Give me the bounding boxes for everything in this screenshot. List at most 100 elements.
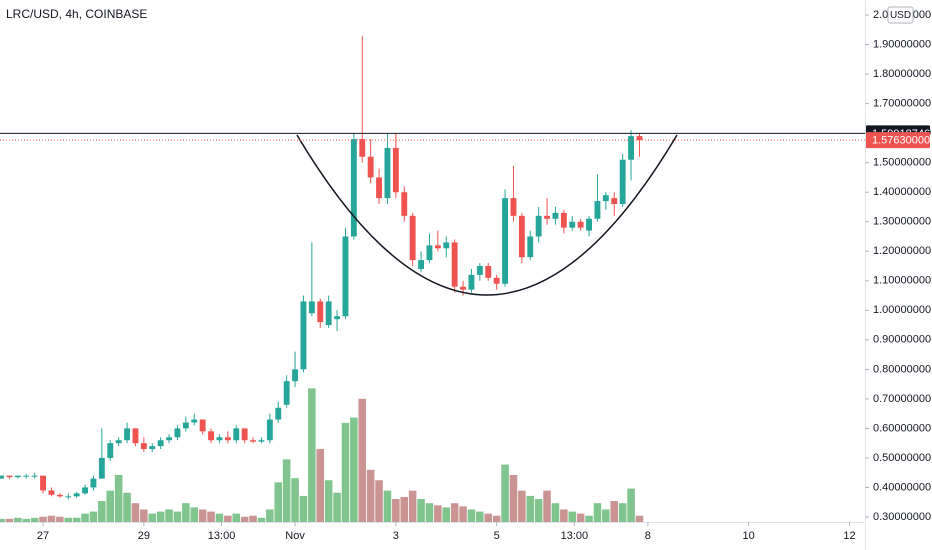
volume-bar	[173, 511, 182, 522]
x-tick-label: 10	[743, 530, 755, 542]
volume-bar	[576, 513, 585, 522]
candle-body	[6, 475, 13, 478]
candle-body	[132, 428, 139, 444]
volume-bar	[0, 518, 5, 522]
candle-body	[65, 496, 72, 498]
candle-body	[518, 215, 525, 258]
axis-layer: 0.30000000 0.40000000 0.50000000 0.60000000…	[37, 9, 931, 542]
candle-body	[0, 475, 4, 479]
candle-body	[124, 428, 130, 441]
y-tick-label: 1.40000000	[873, 186, 931, 198]
candle-body	[628, 136, 634, 160]
volume-bar	[509, 475, 518, 522]
volume-bar	[39, 516, 47, 522]
y-tick-label: 0.90000000	[873, 334, 931, 346]
candle-body	[619, 159, 626, 205]
volume-bar	[450, 503, 459, 522]
candle-body	[216, 437, 223, 441]
candle-body	[56, 494, 63, 497]
y-tick-label: 1.70000000	[873, 98, 931, 110]
y-tick-label: 1.10000000	[873, 275, 931, 287]
volume-bar	[14, 517, 22, 522]
candle-body	[233, 428, 240, 441]
volume-bar	[568, 511, 577, 522]
volume-bar	[106, 490, 115, 522]
y-tick-label: 1.20000000	[873, 245, 931, 257]
volume-bar	[543, 490, 551, 522]
candle-body	[535, 215, 542, 237]
volume-bar	[47, 515, 56, 522]
volume-bar	[375, 480, 383, 522]
volume-bar	[156, 511, 165, 522]
volume-bar	[30, 517, 39, 522]
candle-body	[73, 493, 80, 497]
candle-body	[308, 301, 315, 314]
volume-bar	[618, 503, 627, 522]
volume-bar	[22, 518, 31, 522]
x-tick-label: 3	[393, 530, 399, 542]
y-tick-label: 0.30000000	[873, 511, 931, 523]
y-tick-label: 0.40000000	[873, 481, 931, 493]
volume-bar	[442, 507, 451, 522]
candle-body	[409, 215, 416, 261]
volume-bar	[56, 516, 64, 522]
candle-body	[384, 147, 391, 199]
volume-bar	[316, 448, 325, 522]
y-tick-label: 0.60000000	[873, 422, 931, 434]
candle-body	[367, 156, 374, 178]
volume-bar	[282, 459, 291, 522]
candle-body	[266, 419, 273, 441]
volume-bar	[190, 507, 199, 522]
candle-body	[594, 201, 601, 219]
price-label-box	[866, 132, 930, 149]
currency-box	[887, 6, 914, 24]
volume-bar	[274, 482, 283, 522]
volume-bar	[64, 517, 73, 522]
candle-body	[48, 490, 55, 495]
candle-body	[376, 177, 382, 199]
candle-body	[401, 192, 408, 216]
x-tick-label: 8	[645, 530, 651, 542]
candle-body	[90, 478, 97, 488]
candle-body	[182, 422, 189, 429]
candle-layer	[0, 35, 643, 500]
volume-bar	[198, 509, 207, 522]
y-tick-label: 1.90000000	[873, 38, 931, 50]
volume-bar	[635, 515, 644, 522]
candle-body	[199, 419, 206, 432]
volume-bar	[425, 503, 434, 522]
candle-body	[23, 475, 30, 477]
candle-body	[485, 266, 492, 278]
y-tick-label: 1.00000000	[873, 304, 931, 316]
volume-bar	[341, 422, 350, 522]
candle-body	[350, 139, 357, 237]
candle-body	[476, 266, 483, 275]
volume-bar	[232, 513, 241, 522]
volume-bar	[476, 511, 484, 522]
candle-body	[208, 431, 214, 441]
x-tick-label: 27	[37, 530, 49, 542]
candle-body	[602, 195, 609, 202]
candle-body	[569, 221, 576, 228]
y-tick-label: 1.80000000	[873, 68, 931, 80]
volume-bar	[249, 515, 257, 522]
candle-body	[166, 437, 172, 441]
candle-body	[317, 301, 324, 323]
chart-title: LRC/USD, 4h, COINBASE	[6, 7, 147, 21]
volume-bar	[207, 511, 215, 522]
volume-bar	[467, 509, 476, 522]
volume-bar	[72, 517, 81, 522]
volume-bar	[585, 515, 593, 522]
volume-bar	[526, 495, 535, 522]
candle-body	[342, 236, 349, 317]
price-line-layer	[0, 132, 865, 141]
volume-bar	[148, 513, 157, 522]
candle-body	[527, 236, 534, 258]
volume-bar	[299, 495, 308, 522]
candle-body	[98, 457, 105, 479]
candle-body	[258, 440, 265, 442]
candle-body	[611, 198, 618, 205]
volume-bar	[308, 388, 316, 522]
